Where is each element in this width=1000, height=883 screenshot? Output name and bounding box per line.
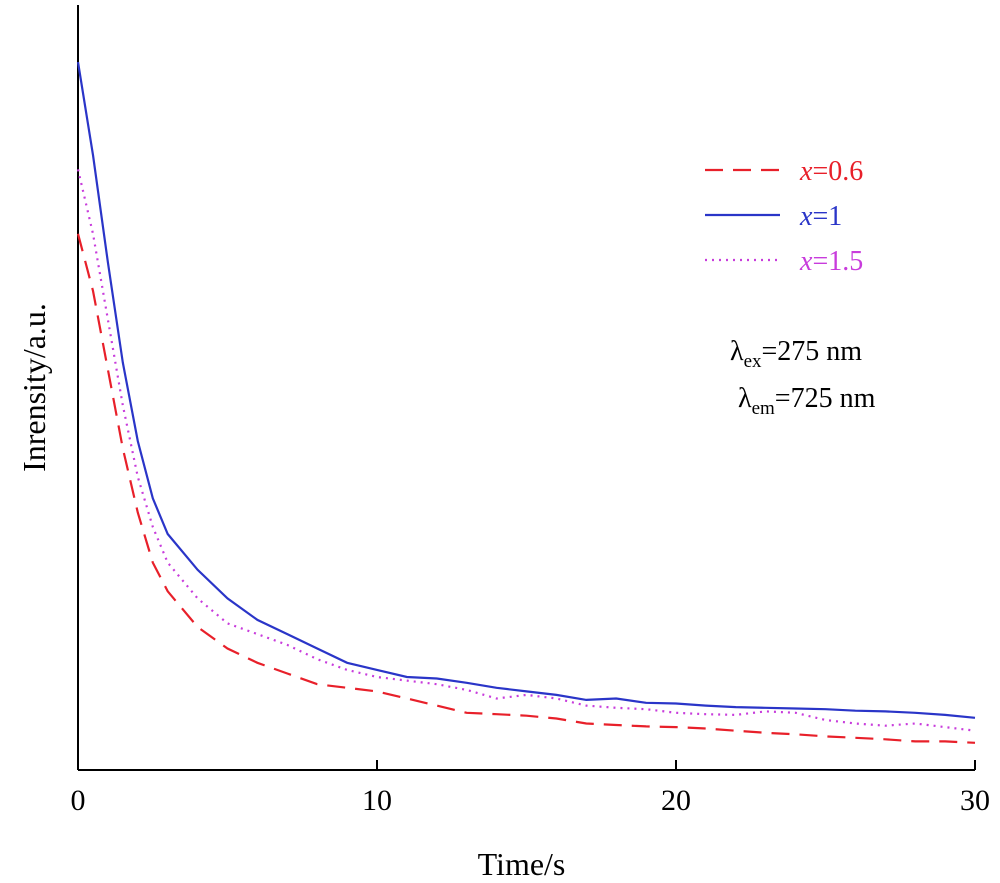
annotations: λex=275 nm λem=725 nm (730, 336, 876, 419)
x-tick-label: 10 (362, 784, 392, 817)
x-tick-label: 30 (960, 784, 990, 817)
y-axis-title: Inrensity/a.u. (16, 303, 52, 472)
axes (77, 5, 975, 771)
legend-label: x=0.6 (799, 156, 863, 187)
x-ticks: 0 10 20 30 (71, 760, 990, 817)
x-tick-label: 20 (661, 784, 691, 817)
series-line (76, 233, 976, 744)
series-line (76, 61, 976, 719)
wavelength-annotation: λex=275 nm (730, 336, 862, 372)
x-tick-label: 0 (71, 784, 86, 817)
wavelength-annotation: λem=725 nm (738, 383, 876, 419)
legend-label: x=1 (799, 201, 842, 232)
legend-label: x=1.5 (799, 246, 863, 277)
series-lines (76, 61, 976, 744)
x-axis-title: Time/s (478, 846, 566, 882)
legend: x=0.6 x=1 x=1.5 (705, 156, 863, 277)
